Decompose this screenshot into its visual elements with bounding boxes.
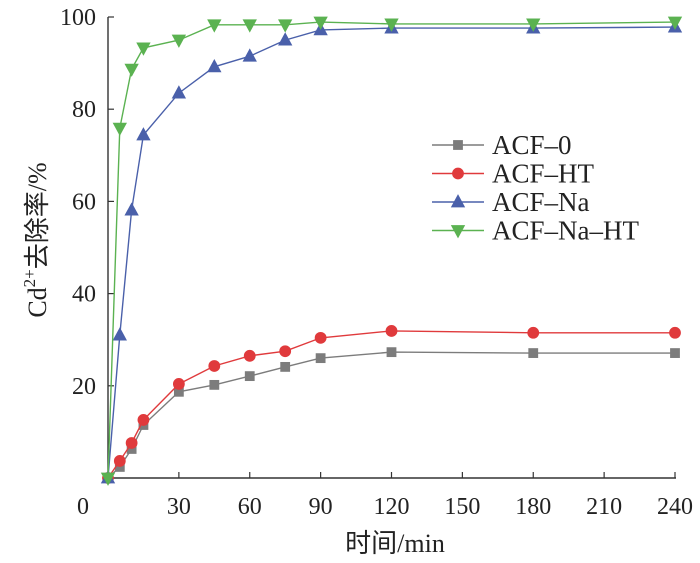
data-point-acf-na [124, 202, 139, 216]
y-tick-label: 80 [72, 97, 96, 123]
data-point-acf-na-ht [526, 18, 541, 32]
series-line-acf-na [107, 26, 676, 479]
y-tick-label: 100 [60, 5, 96, 31]
data-point-acf-na-ht [667, 16, 683, 30]
y-axis-title-rest: 去除率/% [23, 162, 52, 269]
series-acf-na [100, 19, 683, 484]
data-point-acf-ht [527, 326, 540, 339]
legend-marker-acf-0 [453, 140, 463, 150]
data-point-acf-na [242, 48, 257, 62]
legend-marker-acf-na [450, 194, 466, 208]
data-point-acf-na-ht [112, 122, 127, 136]
legend-label-acf-na-ht: ACF–Na–HT [492, 216, 640, 246]
data-point-acf-na-ht [278, 19, 293, 33]
x-tick-label: 30 [167, 494, 191, 520]
x-tick-label: 240 [657, 494, 693, 520]
legend-label-acf-0: ACF–0 [492, 130, 572, 160]
x-tick-label: 180 [515, 494, 551, 520]
data-point-acf-na-ht [136, 42, 151, 56]
data-point-acf-ht [172, 378, 185, 390]
y-axis-title-base: Cd [23, 287, 52, 317]
legend-marker-acf-na-ht [450, 225, 466, 239]
data-point-acf-ht [113, 455, 126, 467]
data-point-acf-na-ht [313, 16, 328, 30]
data-point-acf-ht [279, 345, 292, 358]
legend-marker-acf-ht [452, 167, 464, 180]
legend-item-acf-na: ACF–Na [432, 187, 590, 217]
data-point-acf-na-ht [124, 63, 139, 77]
axes: 20 40 60 80 100 30 60 90 120 150 180 210 240 [60, 5, 693, 520]
legend-item-acf-na-ht: ACF–Na–HT [432, 216, 640, 246]
data-point-acf-ht [137, 414, 150, 426]
data-point-acf-na-ht [242, 19, 257, 33]
legend-item-acf-0: ACF–0 [432, 130, 572, 160]
series-line-acf-0 [107, 351, 675, 479]
data-point-acf-na [278, 32, 293, 46]
data-point-acf-na [207, 58, 222, 73]
data-point-acf-ht [385, 325, 398, 337]
data-point-acf-0 [315, 353, 326, 364]
series-line-acf-na-ht [107, 21, 676, 479]
data-point-acf-na-ht [207, 19, 222, 33]
legend-item-acf-ht: ACF–HT [432, 159, 595, 189]
x-tick-label: 90 [309, 494, 333, 520]
data-point-acf-na [171, 85, 187, 99]
data-point-acf-0 [670, 348, 680, 358]
data-point-acf-ht [669, 326, 681, 339]
y-tick-label: 40 [72, 282, 96, 308]
y-axis-title: Cd2+去除率/% [20, 162, 52, 317]
data-point-acf-ht [314, 331, 327, 344]
x-tick-label: 150 [444, 494, 480, 520]
series-acf-na-ht [100, 16, 683, 486]
data-point-acf-0 [209, 379, 220, 390]
x-tick-label: 210 [586, 494, 622, 520]
x-tick-label: 60 [238, 494, 262, 520]
data-point-acf-na-ht [100, 472, 116, 486]
legend-label-acf-na: ACF–Na [492, 187, 590, 217]
data-point-acf-0 [280, 361, 291, 372]
series-acf-0 [103, 347, 680, 483]
y-tick-label: 60 [72, 189, 96, 215]
y-tick-label: 20 [72, 374, 96, 400]
data-point-acf-na [112, 327, 127, 341]
y-axis-title-superscript: 2+ [20, 269, 39, 287]
data-point-acf-na [136, 127, 151, 141]
x-axis-title: 时间/min [345, 529, 445, 558]
data-point-acf-0 [244, 371, 255, 382]
data-point-acf-ht [208, 360, 221, 372]
data-point-acf-ht [125, 437, 138, 449]
legend-label-acf-ht: ACF–HT [492, 159, 595, 189]
x-tick-label: 120 [374, 494, 410, 520]
origin-label: 0 [77, 494, 89, 520]
data-point-acf-na-ht [171, 34, 187, 48]
data-point-acf-ht [243, 349, 256, 362]
data-point-acf-na-ht [384, 18, 399, 32]
data-point-acf-0 [528, 348, 539, 358]
data-point-acf-0 [386, 347, 397, 358]
